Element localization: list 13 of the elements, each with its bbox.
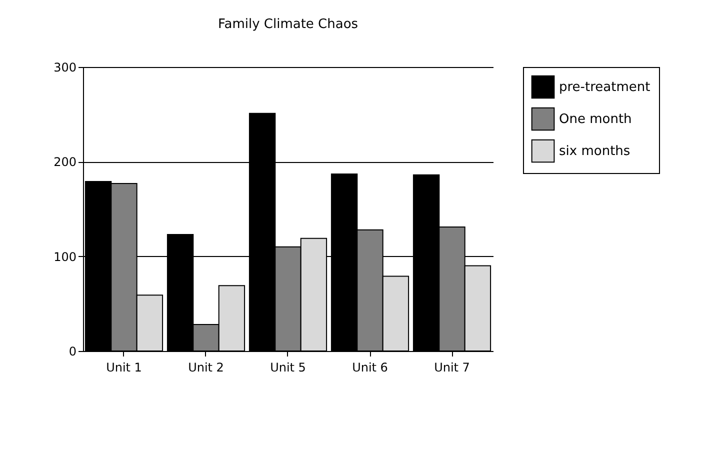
- x-tick-label: Unit 2: [188, 360, 224, 374]
- legend-label: six months: [559, 144, 630, 159]
- y-tick-label: 200: [54, 155, 76, 170]
- x-tick-label: Unit 6: [352, 360, 388, 374]
- y-tick-label: 300: [54, 60, 76, 74]
- legend-label: pre-treatment: [559, 80, 650, 95]
- x-tick-label: Unit 1: [106, 360, 142, 374]
- x-tick-label: Unit 5: [270, 360, 306, 374]
- chart-title: Family Climate Chaos: [218, 17, 358, 32]
- y-tick-label: 100: [54, 250, 76, 264]
- legend-label: One month: [559, 112, 632, 127]
- y-tick-label: 0: [68, 344, 76, 358]
- x-tick-label: Unit 7: [434, 360, 470, 374]
